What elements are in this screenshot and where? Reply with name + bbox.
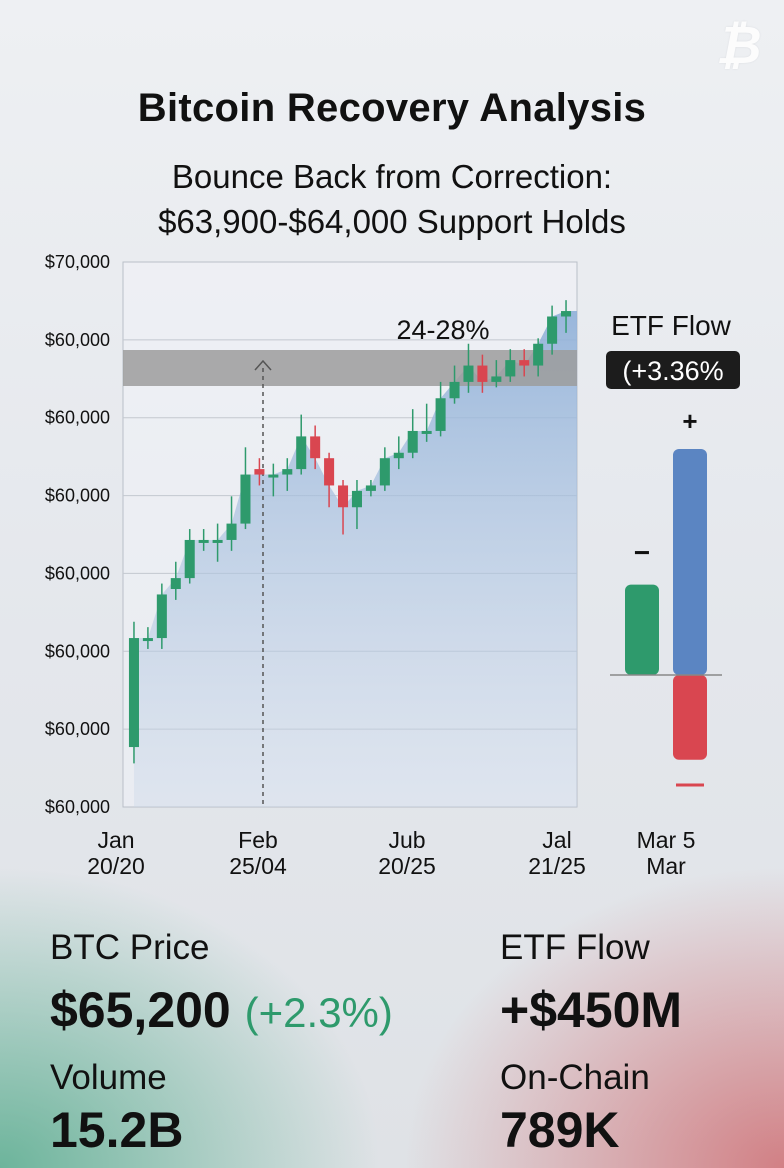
y-tick-label: $60,000 (45, 486, 110, 506)
y-tick-label: $60,000 (45, 719, 110, 739)
page-title: Bitcoin Recovery Analysis (137, 86, 647, 130)
candle-body (421, 430, 432, 434)
x-tick-label: 20/25 (378, 853, 436, 879)
candle-body (519, 360, 530, 366)
candle-body (365, 485, 376, 491)
x-tick-label: Jan (97, 827, 134, 853)
candle-body (310, 436, 321, 459)
candle-body (156, 594, 167, 639)
bitcoin-logo-icon: ₿ (716, 17, 762, 75)
y-tick-label: $60,000 (45, 797, 110, 817)
candle-body (477, 365, 488, 382)
x-tick-label: 21/25 (528, 853, 586, 879)
candle-body (268, 474, 279, 478)
etf-bar-inflow-blue (673, 449, 707, 675)
y-tick-label: $70,000 (45, 252, 110, 272)
x-tick-label: 20/20 (87, 853, 145, 879)
etf-x-label-line2: Mar (646, 853, 686, 879)
subtitle-line-1: Bounce Back from Correction: (171, 158, 613, 195)
btc-price-label: BTC Price (50, 928, 210, 967)
price-area (133, 311, 577, 807)
page-subtitle: Bounce Back from Correction: $63,900-$64… (0, 154, 784, 244)
y-axis-labels: $70,000 $60,000 $60,000 $60,000 $60,000 $60,0… (45, 252, 110, 817)
candle-body (547, 316, 558, 344)
candle-body (338, 485, 349, 508)
candle-body (435, 398, 446, 431)
x-tick-label: Feb (238, 827, 278, 853)
candle-body (505, 360, 516, 377)
marker-arrow-icon (254, 359, 272, 371)
etf-bars (625, 449, 707, 760)
btc-price-metric: BTC Price $65,200 (+2.3%) (50, 928, 393, 1041)
etf-badge-text: (+3.36% (622, 356, 723, 386)
candle-body (533, 343, 544, 366)
btc-price-change: (+2.3%) (244, 989, 393, 1036)
candle-body (128, 638, 139, 748)
price-chart: $70,000 $60,000 $60,000 $60,000 $60,000 $60,0… (45, 252, 740, 879)
candle-body (240, 474, 251, 524)
candle-body (351, 490, 362, 508)
candle-body (212, 539, 223, 543)
etf-flow-value: +$450M (500, 982, 683, 1038)
candle-body (282, 469, 293, 475)
etf-flow-label: ETF Flow (500, 928, 650, 967)
candle-body (407, 430, 418, 453)
onchain-value: 789K (500, 1102, 620, 1158)
etf-plus-sign: + (682, 406, 697, 436)
onchain-metric: On-Chain 789K (500, 1058, 650, 1158)
resistance-band-label: 24-28% (396, 315, 489, 345)
volume-value: 15.2B (50, 1102, 184, 1158)
x-tick-label: Jal (542, 827, 571, 853)
y-tick-label: $60,000 (45, 563, 110, 583)
candle-body (491, 376, 502, 382)
candle-body (184, 539, 195, 579)
candle-body (296, 436, 307, 470)
etf-bar-outflow-red (673, 675, 707, 760)
btc-price-value-row: $65,200 (+2.3%) (50, 982, 393, 1041)
candle-body (198, 539, 209, 543)
etf-bar-outflow-green (625, 584, 659, 675)
candlesticks (128, 300, 572, 764)
volume-label: Volume (50, 1058, 167, 1097)
btc-price-value: $65,200 (50, 982, 231, 1038)
candle-body (254, 469, 265, 475)
candle-body (142, 638, 153, 642)
etf-panel-title: ETF Flow (611, 310, 732, 341)
candle-body (449, 381, 460, 399)
candle-body (463, 365, 474, 382)
y-tick-label: $60,000 (45, 408, 110, 428)
candle-body (324, 458, 335, 486)
y-tick-label: $60,000 (45, 330, 110, 350)
etf-x-label-line1: Mar 5 (637, 827, 696, 853)
candle-body (170, 578, 181, 589)
candle-body (226, 523, 237, 540)
volume-metric: Volume 15.2B (50, 1058, 183, 1158)
etf-flow-metric: ETF Flow +$450M (500, 928, 682, 1038)
candle-body (393, 452, 404, 459)
x-tick-label: 25/04 (229, 853, 287, 879)
subtitle-line-2: $63,900-$64,000 Support Holds (158, 203, 626, 240)
y-tick-label: $60,000 (45, 641, 110, 661)
etf-badge (606, 351, 740, 389)
x-tick-label: Jub (388, 827, 425, 853)
onchain-label: On-Chain (500, 1058, 650, 1097)
candle-body (561, 311, 572, 317)
candle-body (379, 458, 390, 486)
etf-minus-sign: − (634, 537, 650, 568)
